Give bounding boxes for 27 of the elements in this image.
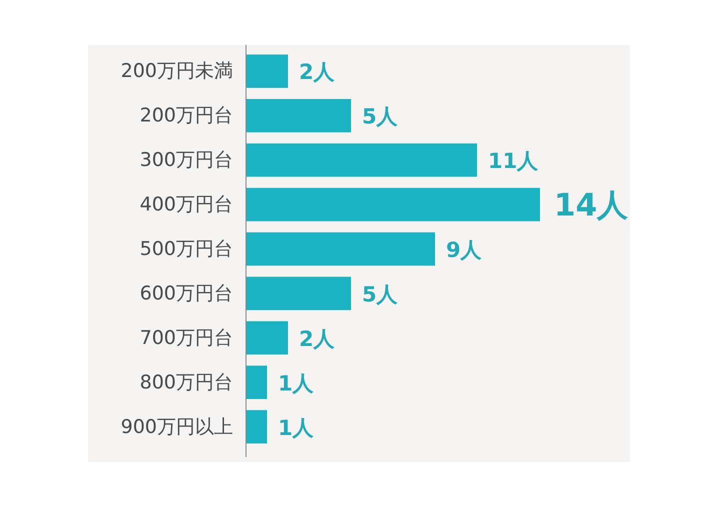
- bar: [246, 188, 540, 222]
- bar: [246, 410, 267, 444]
- data-label: 1人: [278, 371, 315, 396]
- data-label: 5人: [362, 282, 399, 306]
- y-tick-label: 600万円台: [140, 282, 233, 304]
- bar: [246, 99, 351, 132]
- y-tick-label: 700万円台: [140, 326, 233, 349]
- bar: [246, 143, 477, 177]
- y-tick-label: 200万円台: [140, 104, 233, 127]
- data-label: 2人: [299, 326, 336, 351]
- data-label: 2人: [299, 60, 336, 84]
- y-tick-label: 300万円台: [140, 149, 233, 172]
- y-tick-label: 200万円未満: [120, 60, 233, 82]
- bar: [246, 366, 267, 399]
- y-tick-label: 900万円以上: [120, 416, 233, 438]
- y-tick-label: 400万円台: [140, 194, 233, 216]
- y-tick-label: 800万円台: [140, 371, 233, 394]
- bar: [246, 321, 288, 355]
- y-tick-label: 500万円台: [140, 238, 233, 260]
- data-label: 11人: [488, 149, 540, 174]
- data-label: 9人: [446, 238, 483, 262]
- data-label: 5人: [362, 104, 399, 129]
- data-label: 14人: [554, 188, 630, 224]
- data-label: 1人: [278, 416, 315, 440]
- bar: [246, 232, 435, 266]
- bar: [246, 276, 351, 310]
- bar: [246, 54, 288, 88]
